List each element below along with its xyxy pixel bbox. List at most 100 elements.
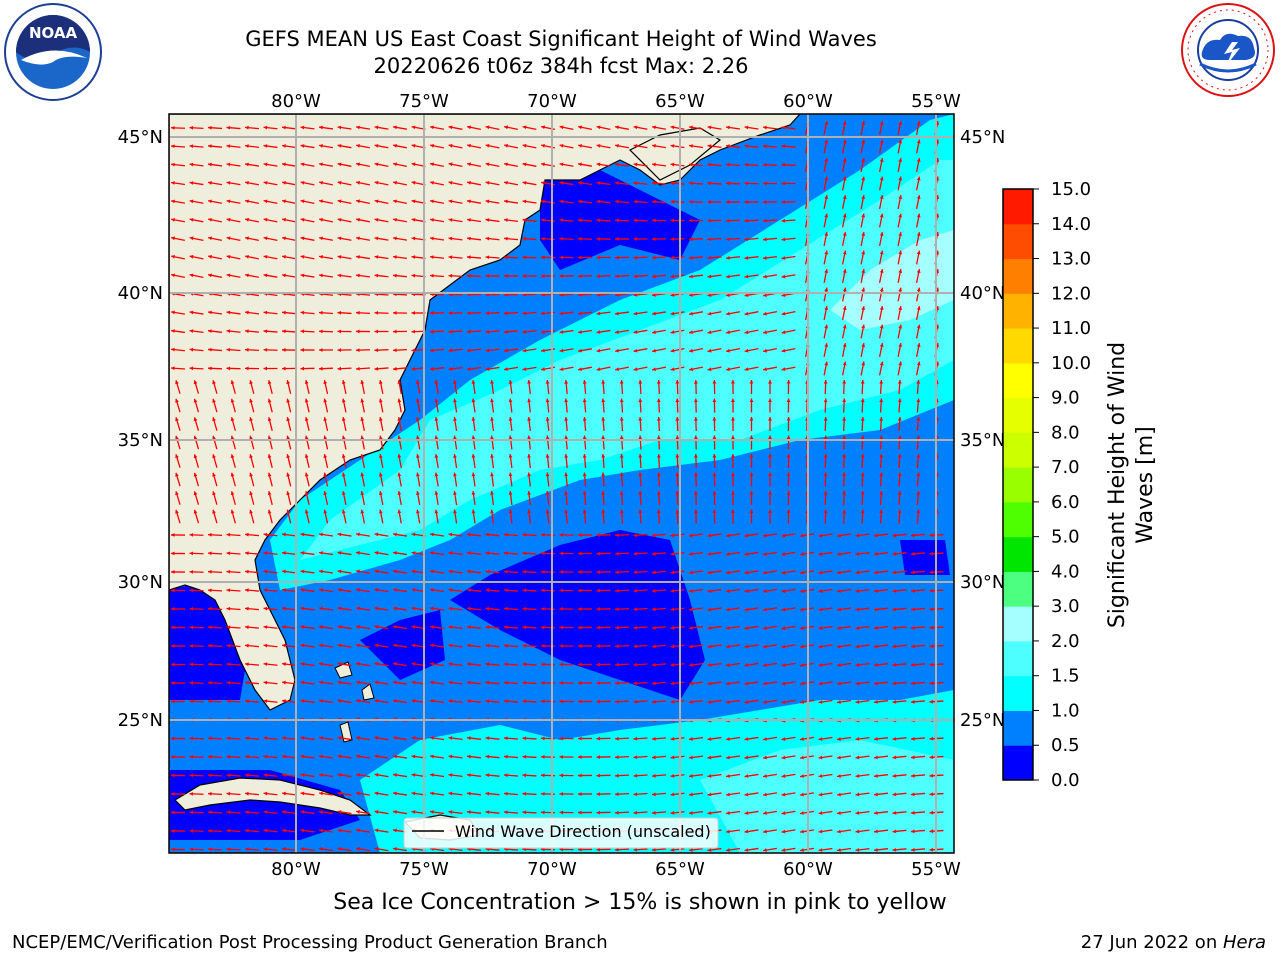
wind-arrow [559,551,574,556]
wind-arrow [355,773,371,778]
wind-arrow [638,379,643,395]
wind-arrow [633,847,648,852]
wind-arrow [226,643,241,648]
wind-arrow [485,736,500,741]
wind-arrow [916,379,921,395]
wind-arrow [873,626,889,630]
wind-arrow [638,472,643,487]
wind-arrow [374,143,389,149]
wind-arrow [670,274,685,279]
graticule [169,114,954,853]
wind-arrow [841,139,847,154]
colorbar-segment [1003,397,1033,433]
wind-arrow [355,329,371,334]
wind-arrow [577,755,593,759]
wind-arrow [744,810,759,815]
wind-arrow [341,454,347,468]
wind-arrow [841,232,847,246]
lat-label-left: 30°N [118,572,163,593]
wind-arrow [170,625,186,630]
wind-arrow [823,398,828,413]
wind-arrow [818,588,833,593]
wind-arrow [281,662,297,667]
wind-arrow [323,380,329,394]
wind-arrow [559,662,574,667]
wind-arrow [916,472,921,487]
wind-arrow [504,125,518,131]
wind-arrow [522,699,537,704]
wind-arrow [466,680,482,685]
wind-arrow [878,343,884,357]
wind-arrow [263,754,278,759]
wind-arrow [467,180,481,186]
wind-arrow [392,791,408,796]
wind-arrow [873,607,889,612]
wind-arrow [207,754,223,759]
wind-arrow [397,398,402,413]
wind-arrow [768,416,772,432]
wind-arrow [466,236,482,241]
wind-arrow [522,680,537,685]
wind-arrow [763,329,777,335]
wind-arrow [731,453,735,469]
colorbar-label-line2: Waves [m] [1133,426,1158,543]
wind-arrow [171,236,185,242]
lat-label-right: 45°N [960,127,1005,148]
wind-arrow [897,287,903,302]
wind-arrow [226,791,241,796]
wind-arrow [910,699,926,704]
wind-arrow [300,329,315,334]
wind-arrow [855,533,870,538]
wind-arrow [744,607,759,612]
wind-arrow [910,625,926,630]
wind-arrow [545,453,550,469]
wind-arrow [527,435,531,450]
wind-arrow [244,181,260,186]
wind-arrow [651,736,667,741]
wind-arrow [651,274,667,279]
wind-arrow [633,810,648,815]
wind-arrow [429,311,445,315]
cuba-land [174,777,372,816]
wind-arrow [744,588,759,593]
wind-arrow [170,199,186,204]
wind-arrow [836,847,852,852]
wind-arrow [577,644,593,648]
wind-arrow [485,236,500,241]
colorbar-tick-label: 11.0 [1051,318,1091,339]
wind-arrow [725,662,741,667]
wind-arrow [910,662,926,667]
wind-arrow [170,144,186,149]
wind-arrow [614,681,630,686]
wind-arrow [485,143,500,149]
wind-arrow [656,490,661,506]
wind-arrow [263,144,278,149]
wind-arrow [596,143,611,149]
wind-arrow [453,490,458,506]
wind-arrow [337,217,352,223]
wind-arrow [744,625,759,630]
sea-ice-caption-text: Sea Ice Concentration > 15% is shown in … [333,890,947,915]
wind-arrow [823,121,829,135]
wind-arrow [910,607,926,612]
wind-arrow [744,533,759,538]
wind-arrow [707,551,722,556]
wind-arrow [564,416,569,432]
wind-arrow [318,588,334,593]
wind-arrow [503,569,519,574]
colorbar-tick-label: 10.0 [1051,353,1091,374]
wind-arrow [596,366,611,372]
wind-arrow [707,200,722,204]
wind-arrow [355,736,371,741]
wind-arrow [355,569,371,574]
wind-arrow [656,472,661,487]
wind-arrow [614,792,630,797]
wind-arrow [878,324,884,339]
wind-arrow [466,366,482,371]
wind-arrow [688,663,704,667]
wind-arrow [207,625,223,630]
wind-arrow [323,435,329,450]
wind-arrow [879,509,884,524]
wind-arrow [485,551,500,556]
wind-arrow [263,254,278,260]
